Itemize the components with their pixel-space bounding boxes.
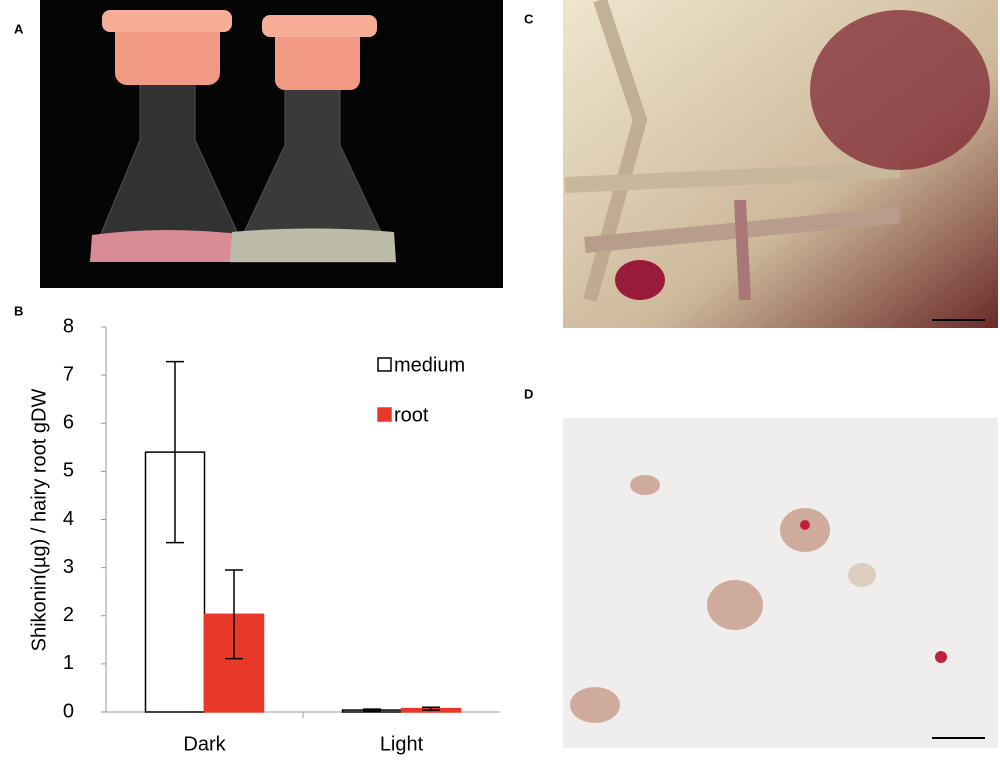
error-bar bbox=[422, 706, 440, 711]
photo-hairy-roots bbox=[563, 0, 998, 328]
y-tick-label: 3 bbox=[63, 556, 74, 578]
y-tick-label: 8 bbox=[63, 315, 74, 337]
photo-flasks bbox=[40, 0, 503, 288]
y-axis-label: Shikonin(µg) / hairy root gDW bbox=[28, 389, 50, 652]
y-tick-label: 5 bbox=[63, 460, 74, 482]
y-tick-label: 2 bbox=[63, 604, 74, 626]
legend-label: root bbox=[394, 404, 429, 426]
panel-label: C bbox=[524, 11, 534, 26]
error-bar bbox=[363, 708, 381, 712]
x-tick-label: Light bbox=[380, 733, 424, 755]
y-tick-label: 1 bbox=[63, 652, 74, 674]
photo-crystals bbox=[563, 418, 998, 748]
panel-label: D bbox=[524, 386, 533, 401]
y-tick-label: 6 bbox=[63, 412, 74, 434]
error-bar bbox=[225, 569, 243, 660]
legend-swatch bbox=[377, 407, 392, 422]
y-tick-label: 7 bbox=[63, 363, 74, 385]
y-tick-label: 4 bbox=[63, 508, 74, 530]
panel-label: B bbox=[14, 303, 23, 318]
y-tick-label: 0 bbox=[63, 700, 74, 722]
panel-label: A bbox=[14, 21, 24, 36]
legend-label: medium bbox=[394, 354, 465, 376]
legend-swatch bbox=[377, 357, 392, 372]
error-bar bbox=[166, 360, 184, 544]
x-tick-label: Dark bbox=[183, 733, 226, 755]
